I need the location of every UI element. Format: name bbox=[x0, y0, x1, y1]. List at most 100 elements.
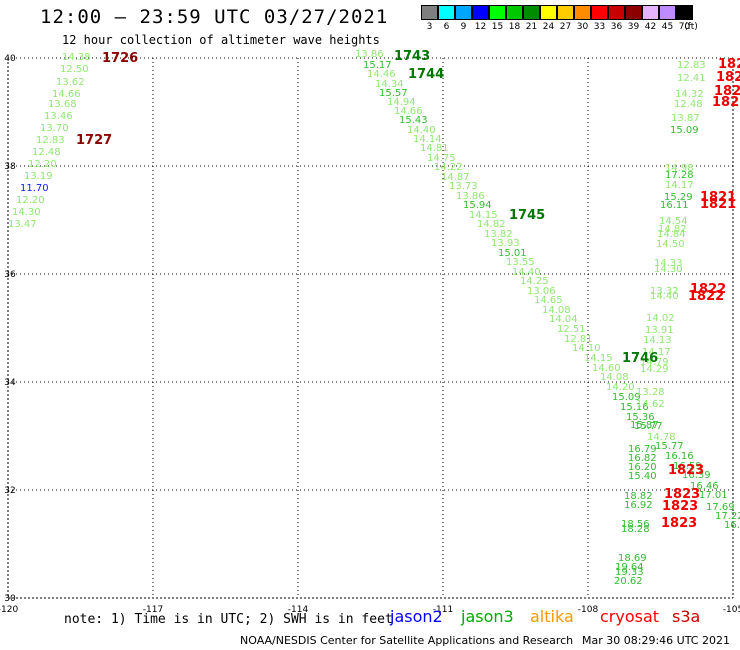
pass-time-label: 1745 bbox=[509, 208, 545, 223]
swh-label: 14.30 bbox=[654, 264, 683, 275]
color-swatch bbox=[574, 5, 591, 20]
swh-label: 14.66 bbox=[52, 89, 81, 100]
color-swatch bbox=[455, 5, 472, 20]
swh-label: 16.99 bbox=[724, 520, 740, 531]
satellite-jason2-label: jason2 bbox=[390, 607, 443, 626]
swh-label: 18.56 bbox=[621, 519, 650, 530]
pass-time-label: 1746 bbox=[622, 351, 658, 366]
swh-label: 13.87 bbox=[671, 113, 700, 124]
swh-label: 14.32 bbox=[675, 89, 704, 100]
swh-label: 14.10 bbox=[572, 343, 601, 354]
swh-label: 15.17 bbox=[363, 60, 392, 71]
swh-label: 13.32 bbox=[650, 286, 679, 297]
swh-label: 12.83 bbox=[36, 135, 65, 146]
swh-label: 14.94 bbox=[387, 97, 416, 108]
pass-time-label: 1821 bbox=[712, 95, 740, 110]
swh-label: 13.06 bbox=[527, 286, 556, 297]
swh-label: 20.62 bbox=[614, 576, 643, 587]
swh-label: 14.82 bbox=[477, 219, 506, 230]
color-swatch bbox=[642, 5, 659, 20]
latitude-tick-label: 30 bbox=[4, 594, 16, 604]
color-swatch-label: 70 bbox=[678, 22, 691, 32]
swh-label: 14.84 bbox=[657, 229, 686, 240]
swh-label: 16.59 bbox=[673, 461, 702, 472]
color-swatch-label: 36 bbox=[610, 22, 623, 32]
swh-label: 14.17 bbox=[642, 347, 671, 358]
swh-label: 13.47 bbox=[8, 219, 37, 230]
pass-time-label: 1823 bbox=[661, 516, 697, 531]
generated-timestamp: Mar 30 08:29:46 UTC 2021 bbox=[582, 634, 730, 647]
longitude-tick-label: -117 bbox=[143, 605, 163, 615]
pass-time-label: 1821 bbox=[718, 57, 740, 72]
swh-label: 12.20 bbox=[16, 195, 45, 206]
swh-label: 13.46 bbox=[44, 111, 73, 122]
swh-label: 11.70 bbox=[20, 183, 49, 194]
swh-label: 16.79 bbox=[628, 444, 657, 455]
pass-time-label: 1821 bbox=[700, 197, 736, 212]
swh-label: 17.22 bbox=[715, 511, 740, 522]
longitude-tick-label: -108 bbox=[578, 605, 599, 615]
longitude-tick-label: -111 bbox=[433, 605, 453, 615]
swh-label: 14.65 bbox=[534, 295, 563, 306]
swh-label: 16.39 bbox=[682, 470, 711, 481]
swh-label: 14.38 bbox=[62, 52, 91, 63]
swh-label: 15.77 bbox=[634, 421, 663, 432]
swh-label: 15.40 bbox=[628, 471, 657, 482]
color-swatch-label: 45 bbox=[661, 22, 674, 32]
swh-label: 16.92 bbox=[624, 500, 653, 511]
longitude-tick-label: -105 bbox=[723, 605, 740, 615]
footer-note: note: 1) Time is in UTC; 2) SWH is in fe… bbox=[64, 612, 393, 627]
swh-label: 15.01 bbox=[498, 248, 527, 259]
latitude-tick-label: 32 bbox=[4, 486, 15, 496]
swh-label: 14.15 bbox=[469, 210, 498, 221]
pass-time-label: 1823 bbox=[668, 463, 704, 478]
map-title: 12:00 – 23:59 UTC 03/27/2021 bbox=[40, 6, 389, 28]
color-swatch-label: 27 bbox=[559, 22, 572, 32]
color-swatch-label: 18 bbox=[508, 22, 521, 32]
swh-label: 12.48 bbox=[674, 99, 703, 110]
swh-label: 14.25 bbox=[520, 276, 549, 287]
swh-label: 17.69 bbox=[706, 502, 735, 513]
color-swatch-label: 30 bbox=[576, 22, 589, 32]
swh-label: 14.75 bbox=[427, 153, 456, 164]
color-swatch-label: 3 bbox=[426, 22, 433, 32]
swh-label: 14.87 bbox=[441, 172, 470, 183]
swh-label: 12.51 bbox=[557, 324, 586, 335]
color-swatch-label: 21 bbox=[525, 22, 538, 32]
swh-label: 17.28 bbox=[665, 170, 694, 181]
swh-label: 16.16 bbox=[665, 451, 694, 462]
swh-label: 15.09 bbox=[612, 392, 641, 403]
map-subtitle: 12 hour collection of altimeter wave hei… bbox=[62, 33, 380, 47]
swh-label: 12.48 bbox=[32, 147, 61, 158]
latitude-tick-label: 34 bbox=[4, 378, 16, 388]
swh-label: 19.64 bbox=[615, 562, 644, 573]
swh-label: 14.29 bbox=[640, 364, 669, 375]
swh-label: 13.91 bbox=[645, 325, 674, 336]
swh-label: 14.78 bbox=[647, 432, 676, 443]
swh-label: 14.08 bbox=[542, 305, 571, 316]
map-frame bbox=[7, 57, 734, 599]
swh-label: 14.33 bbox=[654, 258, 683, 269]
pass-time-label: 1727 bbox=[76, 133, 112, 148]
swh-label: 18.82 bbox=[624, 491, 653, 502]
swh-label: 14.79 bbox=[640, 357, 669, 368]
color-swatch-label: 9 bbox=[460, 22, 467, 32]
swh-label: 15.94 bbox=[463, 200, 492, 211]
satellite-altika-label: altika bbox=[530, 607, 574, 626]
pass-time-label: 1726 bbox=[102, 51, 138, 66]
color-legend-unit: (ft) bbox=[684, 22, 698, 32]
swh-label: 13.82 bbox=[484, 229, 513, 240]
swh-label: 14.60 bbox=[592, 363, 621, 374]
swh-label: 13.73 bbox=[449, 181, 478, 192]
swh-label: 14.15 bbox=[584, 353, 613, 364]
swh-label: 13.19 bbox=[24, 171, 53, 182]
swh-label: 14.82 bbox=[658, 224, 687, 235]
swh-label: 18.69 bbox=[618, 553, 647, 564]
swh-label: 15.09 bbox=[670, 125, 699, 136]
swh-label: 14.17 bbox=[665, 180, 694, 191]
swh-label: 18.28 bbox=[621, 524, 650, 535]
swh-label: 13.28 bbox=[636, 387, 665, 398]
swh-label: 13.62 bbox=[56, 77, 85, 88]
